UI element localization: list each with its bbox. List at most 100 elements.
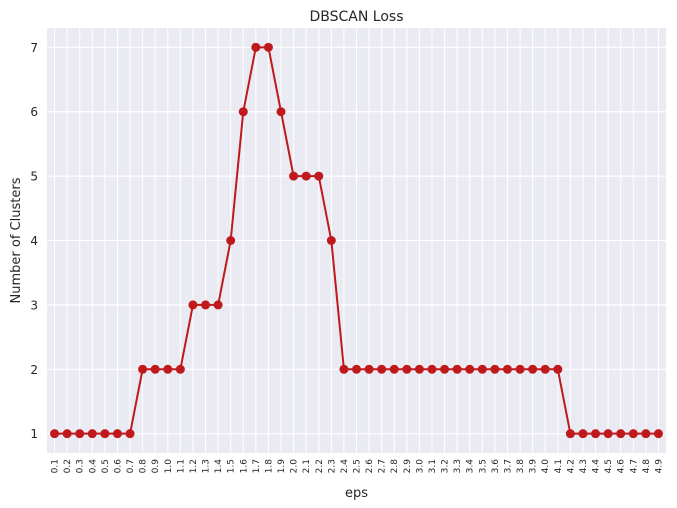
x-tick-labels: 0.1 0.2 0.3 0.4 0.5 0.6 0.7 0.8 0.9 1.0 1.1 1.2 1.3 1…	[51, 459, 665, 474]
data-point	[138, 364, 148, 374]
data-point	[528, 364, 538, 374]
data-point	[276, 107, 286, 117]
data-point	[477, 364, 487, 374]
x-tick-label: 0.5	[101, 459, 111, 473]
data-point	[314, 171, 324, 181]
data-point	[414, 364, 424, 374]
y-tick-label: 3	[30, 298, 38, 312]
x-tick-label: 4.1	[554, 459, 564, 473]
x-tick-label: 0.2	[63, 459, 73, 473]
data-point	[289, 171, 299, 181]
data-point	[389, 364, 399, 374]
x-tick-label: 0.8	[139, 459, 149, 474]
data-point	[465, 364, 475, 374]
x-tick-label: 3.5	[478, 459, 488, 473]
data-point	[339, 364, 349, 374]
x-tick-label: 2.9	[403, 459, 413, 474]
x-tick-label: 0.9	[151, 459, 161, 474]
data-point	[263, 42, 273, 52]
data-point	[653, 429, 663, 439]
x-tick-label: 0.1	[51, 459, 61, 473]
data-point	[553, 364, 563, 374]
data-point	[616, 429, 626, 439]
x-tick-label: 2.1	[302, 459, 312, 473]
x-tick-label: 1.9	[277, 459, 287, 474]
x-tick-label: 4.9	[654, 459, 664, 474]
x-tick-label: 2.7	[378, 459, 388, 473]
x-tick-label: 0.4	[88, 459, 98, 474]
data-point	[490, 364, 500, 374]
y-tick-label: 7	[30, 41, 38, 55]
x-tick-label: 4.6	[617, 459, 627, 474]
data-point	[150, 364, 160, 374]
data-point	[163, 364, 173, 374]
data-point	[100, 429, 110, 439]
x-tick-label: 1.7	[252, 459, 262, 473]
x-tick-label: 3.3	[453, 459, 463, 473]
x-tick-label: 2.6	[365, 459, 375, 474]
data-point	[201, 300, 211, 310]
x-tick-label: 4.7	[629, 459, 639, 473]
x-tick-label: 3.0	[415, 459, 425, 474]
y-tick-label: 1	[30, 427, 38, 441]
data-point	[540, 364, 550, 374]
x-tick-label: 0.6	[113, 459, 123, 474]
data-point	[175, 364, 185, 374]
data-point	[591, 429, 601, 439]
x-tick-label: 4.5	[604, 459, 614, 473]
data-point	[578, 429, 588, 439]
x-tick-label: 1.8	[264, 459, 274, 474]
y-tick-label: 5	[30, 170, 38, 184]
y-tick-label: 6	[30, 105, 38, 119]
data-point	[364, 364, 374, 374]
data-point	[75, 429, 85, 439]
data-point	[402, 364, 412, 374]
y-tick-label: 4	[30, 234, 38, 248]
x-tick-label: 3.6	[491, 459, 501, 474]
data-point	[50, 429, 60, 439]
x-axis-label: eps	[345, 486, 368, 501]
x-tick-label: 3.2	[441, 459, 451, 473]
data-point	[377, 364, 387, 374]
data-point	[112, 429, 122, 439]
data-point	[87, 429, 97, 439]
data-point	[301, 171, 311, 181]
data-point	[603, 429, 613, 439]
grid	[47, 28, 666, 453]
data-point	[238, 107, 248, 117]
x-tick-label: 4.0	[541, 459, 551, 474]
x-tick-label: 4.3	[579, 459, 589, 473]
data-point	[226, 236, 236, 245]
x-tick-label: 2.2	[315, 459, 325, 473]
x-tick-label: 4.2	[566, 459, 576, 473]
x-tick-label: 2.3	[327, 459, 337, 473]
data-point	[641, 429, 651, 439]
x-tick-label: 2.0	[290, 459, 300, 474]
x-tick-label: 1.5	[227, 459, 237, 473]
x-tick-label: 3.8	[516, 459, 526, 474]
data-point	[213, 300, 223, 310]
y-tick-label: 2	[30, 363, 38, 377]
chart-title: DBSCAN Loss	[309, 9, 403, 25]
x-tick-label: 2.8	[390, 459, 400, 474]
x-tick-label: 1.2	[189, 459, 199, 473]
x-tick-label: 3.7	[503, 459, 513, 473]
y-tick-labels: 1 2 3 4 5 6 7	[30, 41, 38, 441]
data-point	[628, 429, 638, 439]
x-tick-label: 2.4	[340, 459, 350, 474]
series	[50, 42, 663, 439]
data-point	[515, 364, 525, 374]
x-tick-label: 1.4	[214, 459, 224, 474]
data-point	[62, 429, 72, 439]
x-tick-label: 1.0	[164, 459, 174, 474]
data-point	[440, 364, 450, 374]
data-point	[565, 429, 575, 439]
x-tick-label: 0.7	[126, 459, 136, 473]
x-tick-label: 1.6	[239, 459, 249, 474]
data-point	[251, 42, 261, 52]
x-tick-label: 3.4	[466, 459, 476, 474]
data-point	[502, 364, 512, 374]
x-tick-label: 4.4	[592, 459, 602, 474]
data-point	[427, 364, 437, 374]
